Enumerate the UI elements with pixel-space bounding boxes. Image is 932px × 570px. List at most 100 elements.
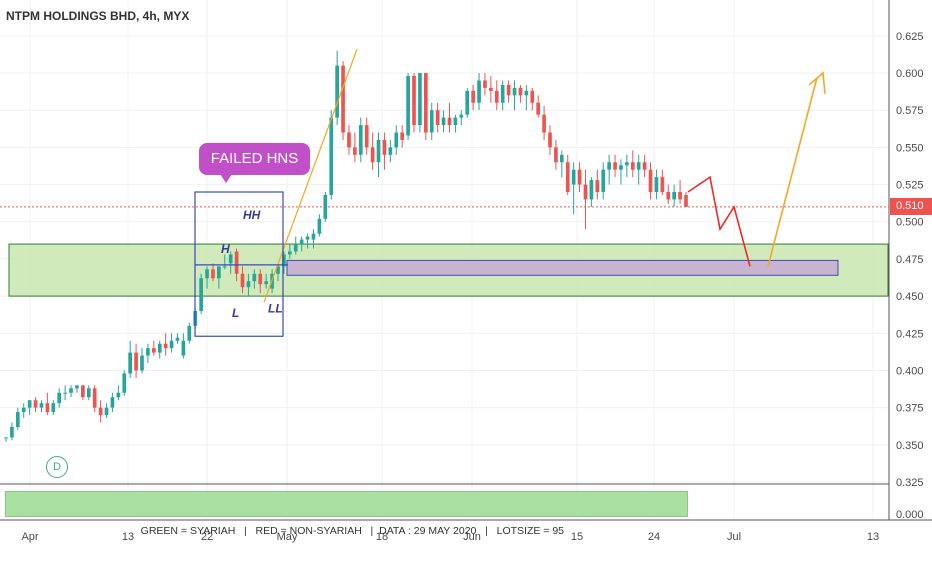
candle-body bbox=[157, 343, 162, 353]
candle-body bbox=[512, 87, 517, 96]
projection-orange bbox=[767, 77, 818, 267]
candle-body bbox=[246, 281, 251, 288]
candle-body bbox=[323, 194, 328, 219]
d-badge-label: D bbox=[53, 461, 61, 473]
candle-body bbox=[630, 162, 635, 170]
candle-body bbox=[441, 117, 446, 126]
candle-body bbox=[524, 90, 529, 96]
failed-hns-label: FAILED HNS bbox=[210, 150, 299, 167]
candle-body bbox=[258, 273, 263, 285]
candle-body bbox=[477, 80, 481, 103]
candle-body bbox=[169, 340, 174, 349]
candle-body bbox=[299, 239, 304, 245]
candle-body bbox=[542, 114, 546, 133]
candle-body bbox=[134, 352, 138, 371]
last-price-tag: 0.510 bbox=[890, 198, 932, 215]
callout-pointer bbox=[220, 174, 232, 183]
candle-body bbox=[81, 385, 85, 398]
candles bbox=[4, 50, 688, 442]
annot-ll: LL bbox=[268, 301, 283, 315]
candle-body bbox=[619, 165, 623, 170]
d-badge[interactable]: D bbox=[46, 456, 68, 478]
candle-body bbox=[311, 233, 316, 240]
candle-body bbox=[418, 73, 422, 126]
y-tick-label: 0.425 bbox=[896, 328, 924, 340]
chart-canvas: 0.625 0.600 0.575 0.550 0.525 0.500 0.475 0.450… bbox=[0, 0, 932, 543]
candle-body bbox=[45, 403, 50, 413]
candle-body bbox=[234, 251, 239, 274]
candle-body bbox=[406, 76, 410, 136]
candle-body bbox=[684, 194, 688, 207]
y-tick-label: 0.400 bbox=[896, 365, 924, 377]
candle-body bbox=[489, 87, 493, 91]
pattern-box bbox=[194, 191, 284, 337]
y-tick-label: 0.325 bbox=[896, 477, 924, 489]
x-tick-label: 24 bbox=[648, 531, 660, 543]
candle-body bbox=[187, 325, 192, 341]
candle-body bbox=[151, 348, 156, 353]
candle-body bbox=[92, 388, 97, 408]
y-tick-label: 0.350 bbox=[896, 440, 924, 452]
candle-body bbox=[382, 139, 387, 155]
candle-body bbox=[364, 125, 369, 148]
candle-body bbox=[412, 76, 416, 126]
candle-body bbox=[57, 392, 62, 404]
x-tick-label: 15 bbox=[571, 531, 583, 543]
candle-body bbox=[565, 162, 570, 192]
candle-body bbox=[654, 177, 659, 192]
candle-body bbox=[666, 192, 671, 200]
chart-title: NTPM HOLDINGS BHD, 4h, MYX bbox=[6, 9, 190, 23]
projection-arrowhead bbox=[808, 71, 826, 94]
candle-body bbox=[122, 373, 127, 393]
candle-body bbox=[86, 388, 91, 398]
candle-body bbox=[335, 65, 339, 118]
candle-body bbox=[51, 403, 56, 413]
footer-banner: GREEN = SYARIAH | RED = NON-SYARIAH | DA… bbox=[5, 491, 688, 537]
y-axis: 0.625 0.600 0.575 0.550 0.525 0.500 0.475 0.450… bbox=[896, 31, 924, 521]
purple-zone bbox=[286, 259, 839, 276]
x-tick-label: 18 bbox=[376, 531, 388, 543]
candle-body bbox=[104, 407, 109, 416]
candle-body bbox=[33, 400, 38, 408]
candle-body bbox=[672, 192, 677, 200]
candle-body bbox=[400, 132, 405, 140]
candle-body bbox=[293, 244, 298, 252]
candle-body bbox=[678, 192, 682, 200]
x-tick-label: May bbox=[277, 531, 298, 543]
annot-h: H bbox=[221, 242, 230, 256]
y-tick-label: 0.525 bbox=[896, 180, 924, 192]
candle-body bbox=[329, 117, 334, 195]
candle-body bbox=[128, 352, 133, 374]
candle-body bbox=[287, 251, 292, 255]
candle-body bbox=[39, 403, 44, 408]
trendline bbox=[263, 49, 358, 303]
projection-red bbox=[687, 175, 751, 267]
candle-body bbox=[140, 355, 144, 371]
candle-body bbox=[636, 162, 641, 170]
candle-body bbox=[317, 218, 322, 234]
candle-body bbox=[264, 281, 269, 285]
candle-body bbox=[465, 90, 470, 115]
candle-body bbox=[518, 87, 523, 96]
candle-body bbox=[110, 397, 115, 408]
candle-body bbox=[181, 340, 186, 356]
candle-body bbox=[21, 407, 26, 413]
candle-body bbox=[577, 169, 582, 185]
x-tick-label: 13 bbox=[867, 531, 879, 543]
footer-text: GREEN = SYARIAH | RED = NON-SYARIAH | DA… bbox=[140, 525, 565, 537]
y-tick-label: 0.000 bbox=[896, 509, 924, 521]
y-tick-label: 0.475 bbox=[896, 254, 924, 266]
y-tick-label: 0.500 bbox=[896, 217, 924, 229]
candle-body bbox=[548, 132, 552, 148]
annot-hh: HH bbox=[243, 208, 261, 222]
candle-body bbox=[63, 392, 67, 394]
x-tick-label: Jun bbox=[463, 531, 481, 543]
candle-body bbox=[429, 110, 434, 133]
candle-body bbox=[583, 184, 588, 200]
candle-body bbox=[494, 90, 499, 103]
candle-body bbox=[376, 139, 381, 163]
candle-body bbox=[353, 147, 357, 155]
candle-body bbox=[305, 236, 310, 240]
candle-body bbox=[435, 110, 440, 126]
